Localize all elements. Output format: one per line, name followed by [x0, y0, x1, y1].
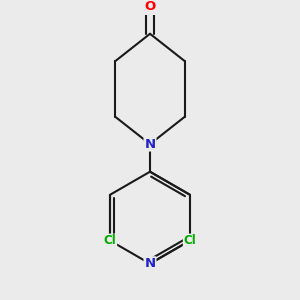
Text: O: O [144, 0, 156, 13]
Text: N: N [144, 138, 156, 151]
Text: Cl: Cl [104, 234, 117, 247]
Text: Cl: Cl [183, 234, 196, 247]
Text: N: N [144, 257, 156, 270]
